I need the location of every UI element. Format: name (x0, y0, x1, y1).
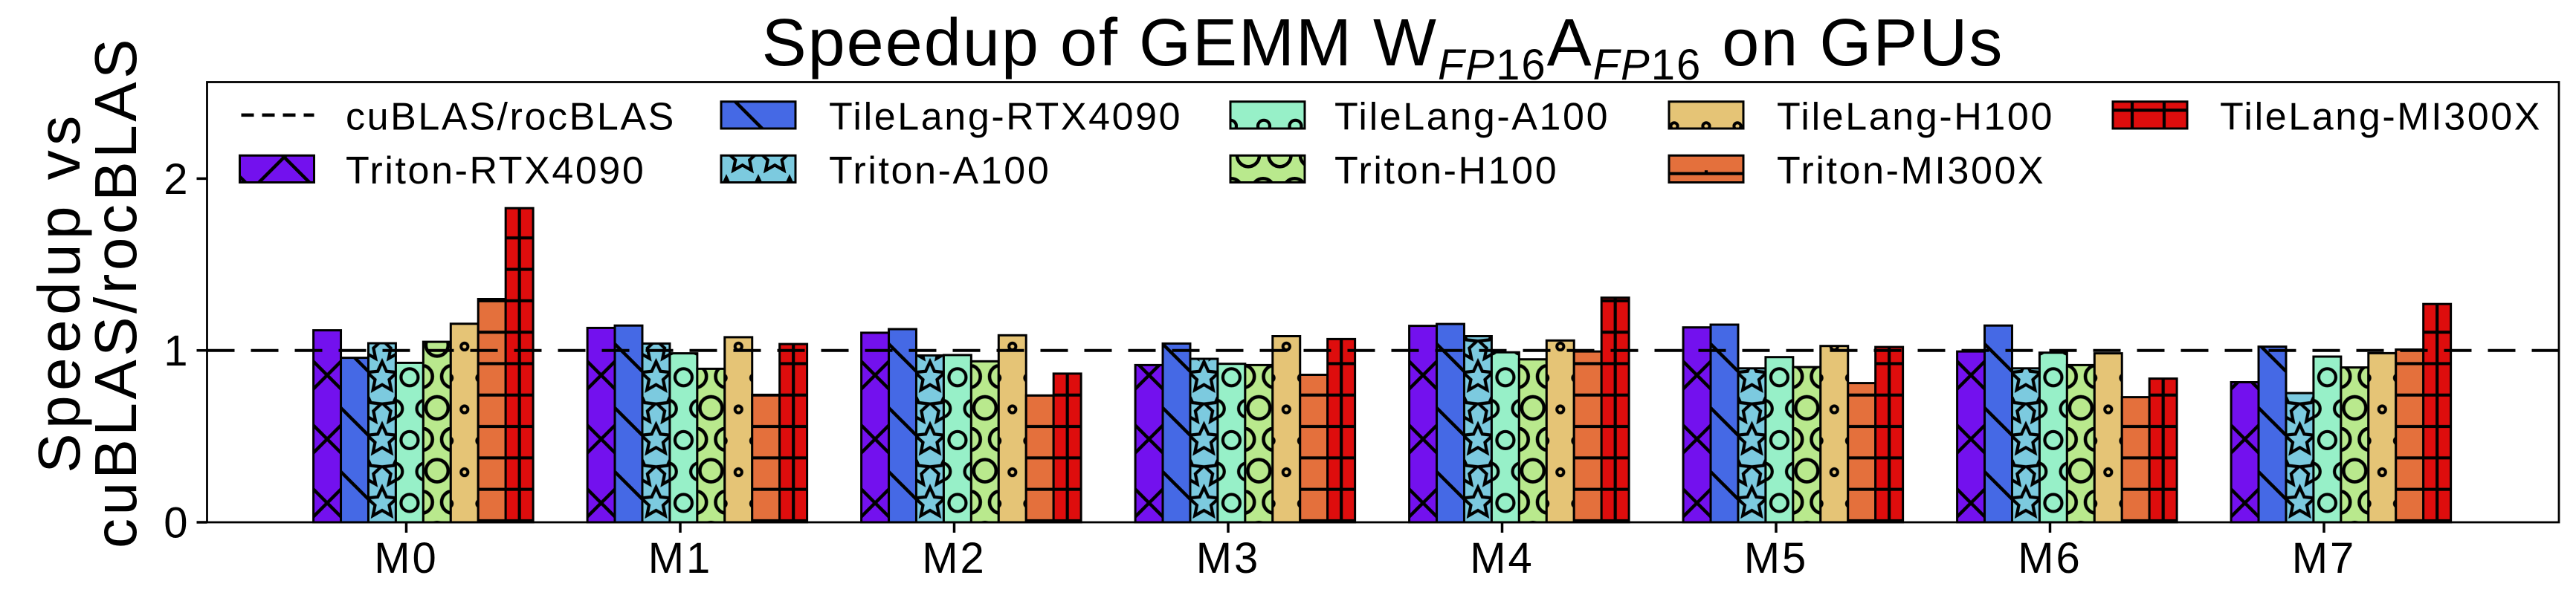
svg-text:cuBLAS/rocBLAS: cuBLAS/rocBLAS (346, 95, 676, 138)
svg-text:0: 0 (164, 499, 187, 548)
svg-text:M7: M7 (2292, 534, 2357, 582)
svg-text:TileLang-H100: TileLang-H100 (1777, 95, 2054, 138)
svg-text:M1: M1 (648, 534, 713, 582)
svg-text:Triton-RTX4090: Triton-RTX4090 (346, 149, 645, 192)
svg-text:TileLang-A100: TileLang-A100 (1334, 95, 1610, 138)
svg-text:Triton-MI300X: Triton-MI300X (1777, 149, 2045, 192)
svg-text:TileLang-RTX4090: TileLang-RTX4090 (829, 95, 1182, 138)
svg-text:M5: M5 (1744, 534, 1809, 582)
svg-text:Speedup of GEMM WFP16AFP16 on: Speedup of GEMM WFP16AFP16 on GPUs (762, 6, 2004, 89)
svg-text:Triton-A100: Triton-A100 (829, 149, 1050, 192)
svg-text:M4: M4 (1470, 534, 1534, 582)
svg-text:Speedup vs: Speedup vs (26, 111, 92, 473)
svg-text:1: 1 (164, 327, 187, 375)
svg-text:cuBLAS/rocBLAS: cuBLAS/rocBLAS (83, 36, 149, 548)
svg-text:M3: M3 (1196, 534, 1261, 582)
svg-text:M2: M2 (922, 534, 987, 582)
svg-text:M6: M6 (2018, 534, 2082, 582)
svg-text:M0: M0 (374, 534, 439, 582)
svg-text:2: 2 (164, 155, 187, 204)
svg-text:Triton-H100: Triton-H100 (1334, 149, 1558, 192)
svg-text:TileLang-MI300X: TileLang-MI300X (2220, 95, 2542, 138)
